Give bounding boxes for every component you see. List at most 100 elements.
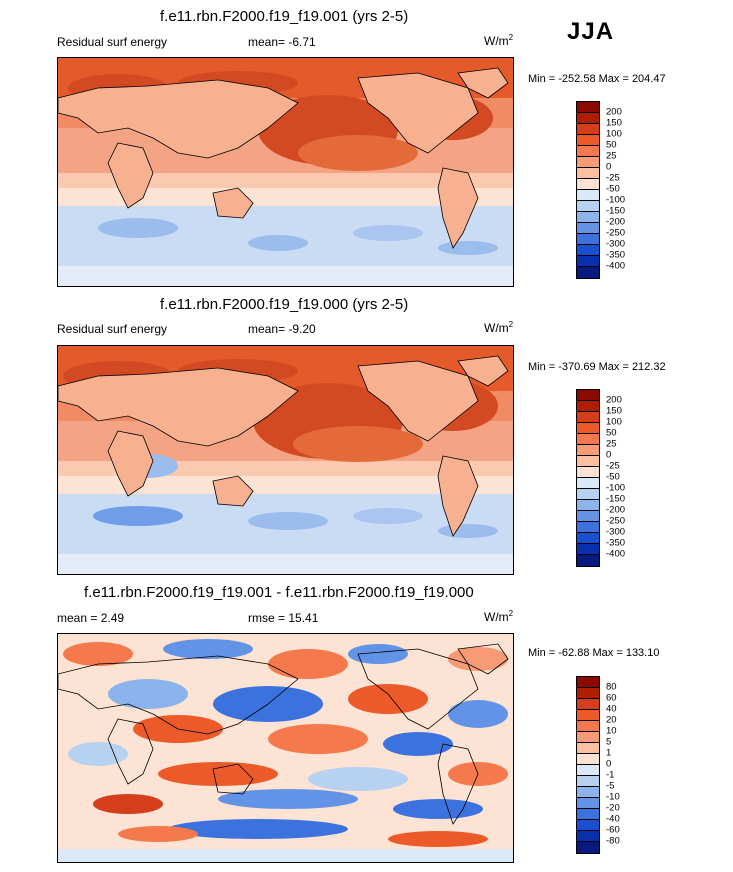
panel2-tick: -350 xyxy=(606,537,626,549)
panel1-minmax: Min = -252.58 Max = 204.47 xyxy=(528,73,666,85)
panel2-tick: -50 xyxy=(606,471,620,483)
panel1-swatch xyxy=(577,267,599,278)
panel1-swatch xyxy=(577,212,599,223)
season-label: JJA xyxy=(567,18,615,45)
panel1-tick: 150 xyxy=(606,117,622,129)
panel1-tick: 50 xyxy=(606,139,617,151)
panel2-swatch xyxy=(577,533,599,544)
panel1-tick: -400 xyxy=(606,260,626,272)
panel1-tick: 200 xyxy=(606,106,622,118)
panel3-swatch xyxy=(577,776,599,787)
panel3-tick: -80 xyxy=(606,835,620,847)
panel2-tick: -25 xyxy=(606,460,620,472)
panel1-swatch xyxy=(577,245,599,256)
panel1-swatch xyxy=(577,201,599,212)
panel3-rmse-label: rmse = 15.41 xyxy=(248,611,319,625)
panel3-swatch xyxy=(577,721,599,732)
panel1-tick: -350 xyxy=(606,249,626,261)
panel2-swatch xyxy=(577,500,599,511)
panel2-tick: 100 xyxy=(606,416,622,428)
panel2-swatch xyxy=(577,522,599,533)
panel3-tick: -10 xyxy=(606,791,620,803)
panel2-units: W/m2 xyxy=(484,320,514,335)
panel2-swatch xyxy=(577,401,599,412)
panel3-tick: 20 xyxy=(606,714,617,726)
panel2-swatch xyxy=(577,423,599,434)
panel2-variable-label: Residual surf energy xyxy=(57,322,168,336)
panel3-units: W/m2 xyxy=(484,609,514,624)
panel3-tick: -20 xyxy=(606,802,620,814)
panel2-tick: -150 xyxy=(606,493,626,505)
panel1-ticks: 200 150 100 50 25 0 -25 -50 -100 -150 -2… xyxy=(606,101,646,277)
panel1-swatch xyxy=(577,234,599,245)
panel3-map xyxy=(57,633,514,863)
panel1-swatch xyxy=(577,223,599,234)
panel1-tick: -150 xyxy=(606,205,626,217)
panel2-swatch xyxy=(577,511,599,522)
panel3-ticks: 80 60 40 20 10 5 1 0 -1 -5 -10 -20 -40 -… xyxy=(606,676,646,852)
panel1-tick: -200 xyxy=(606,216,626,228)
panel2-swatch xyxy=(577,390,599,401)
panel2-title: f.e11.rbn.F2000.f19_f19.000 (yrs 2-5) xyxy=(160,296,409,313)
panel3-colorbar xyxy=(576,676,600,854)
panel1-tick: -100 xyxy=(606,194,626,206)
panel3-tick: 0 xyxy=(606,758,612,770)
panel1-tick: -50 xyxy=(606,183,620,195)
panel2-swatch xyxy=(577,412,599,423)
panel3-swatch xyxy=(577,842,599,853)
panel3-mean-label: mean = 2.49 xyxy=(57,611,125,625)
panel2-swatch xyxy=(577,478,599,489)
panel1-variable-label: Residual surf energy xyxy=(57,35,168,49)
panel1-colorbar xyxy=(576,101,600,279)
panel3-field xyxy=(58,634,513,862)
panel2-swatch xyxy=(577,467,599,478)
panel1-swatch xyxy=(577,146,599,157)
panel1-field xyxy=(58,58,513,286)
panel2-swatch xyxy=(577,555,599,566)
panel2-tick: -250 xyxy=(606,515,626,527)
panel3-swatch xyxy=(577,787,599,798)
panel1-tick: -300 xyxy=(606,238,626,250)
panel2-field xyxy=(58,346,513,574)
panel2-tick: 200 xyxy=(606,394,622,406)
panel1-tick: 100 xyxy=(606,128,622,140)
panel3-swatch xyxy=(577,677,599,688)
panel1-swatch xyxy=(577,190,599,201)
panel3-minmax: Min = -62.88 Max = 133.10 xyxy=(528,647,660,659)
panel3-tick: 80 xyxy=(606,681,617,693)
panel1-tick: 25 xyxy=(606,150,617,162)
panel1-title: f.e11.rbn.F2000.f19_f19.001 (yrs 2-5) xyxy=(160,8,409,25)
panel2-swatch xyxy=(577,544,599,555)
panel3-swatch xyxy=(577,743,599,754)
panel3-title: f.e11.rbn.F2000.f19_f19.001 - f.e11.rbn.… xyxy=(84,584,474,601)
panel1-swatch xyxy=(577,256,599,267)
panel2-ticks: 200 150 100 50 25 0 -25 -50 -100 -150 -2… xyxy=(606,389,646,565)
panel3-tick: -40 xyxy=(606,813,620,825)
panel2-colorbar xyxy=(576,389,600,567)
panel2-tick: -100 xyxy=(606,482,626,494)
panel2-tick: 0 xyxy=(606,449,612,461)
panel3-tick: 10 xyxy=(606,725,617,737)
panel3-swatch xyxy=(577,820,599,831)
panel1-tick: -25 xyxy=(606,172,620,184)
panel1-units: W/m2 xyxy=(484,33,514,48)
panel3-swatch xyxy=(577,809,599,820)
panel3-tick: 5 xyxy=(606,736,612,748)
panel2-map xyxy=(57,345,514,575)
panel3-swatch xyxy=(577,688,599,699)
panel2-tick: 25 xyxy=(606,438,617,450)
panel1-swatch xyxy=(577,102,599,113)
panel2-mean-label: mean= -9.20 xyxy=(248,322,316,336)
panel3-swatch xyxy=(577,798,599,809)
panel3-swatch xyxy=(577,732,599,743)
panel2-tick: -300 xyxy=(606,526,626,538)
panel1-swatch xyxy=(577,157,599,168)
panel2-swatch xyxy=(577,456,599,467)
panel1-swatch xyxy=(577,113,599,124)
panel3-tick: -5 xyxy=(606,780,615,792)
panel2-tick: 150 xyxy=(606,405,622,417)
panel2-minmax: Min = -370.69 Max = 212.32 xyxy=(528,361,666,373)
panel2-tick: -200 xyxy=(606,504,626,516)
panel3-swatch xyxy=(577,831,599,842)
panel2-tick: -400 xyxy=(606,548,626,560)
